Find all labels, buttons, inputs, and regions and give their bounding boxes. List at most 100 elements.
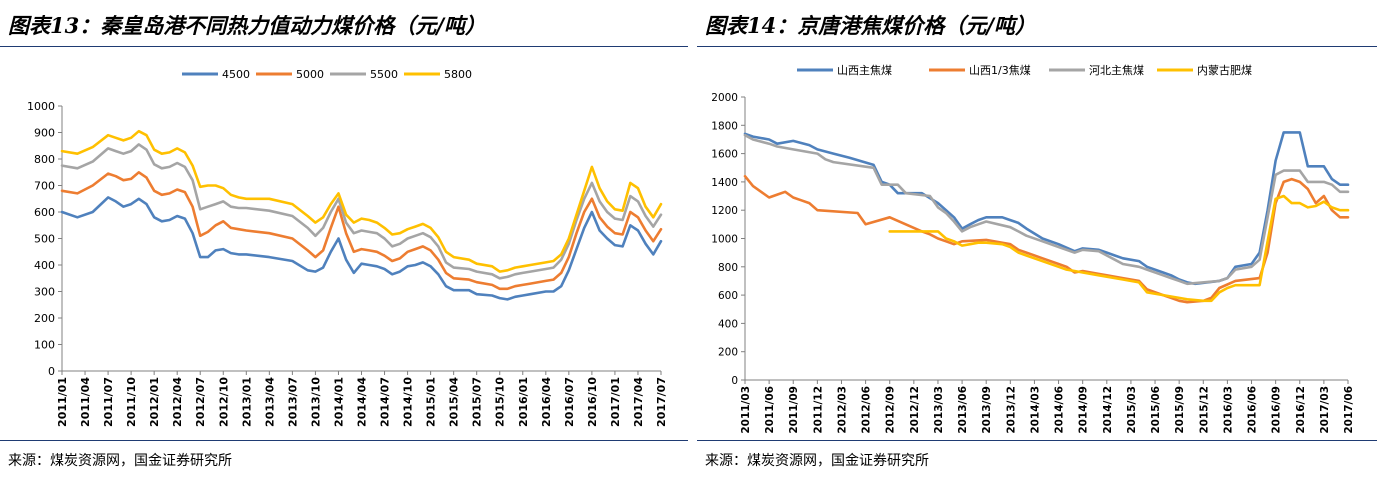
line-chart-coking-coal-prices: 0 200 400 600 800 1000 1200 1400 1600 1800 2000 201… (711, 63, 1355, 434)
left-chart-panel: 图表13：秦皇岛港不同热力值动力煤价格（元/吨） 0 100 200 300 400 50… (0, 0, 688, 479)
y-tick-label: 1400 (711, 177, 738, 189)
legend-label: 河北主焦煤 (1089, 64, 1144, 77)
series-line-1 (60, 196, 663, 301)
x-tick-label: 2016/01 (517, 377, 530, 427)
chart-title: 图表14：京唐港焦煤价格（元/吨） (705, 13, 1036, 38)
x-tick-label: 2016/12 (1295, 386, 1307, 434)
legend-label: 内蒙古肥煤 (1197, 63, 1252, 77)
y-tick-label: 600 (34, 206, 55, 219)
x-tick-label: 2012/12 (909, 386, 921, 434)
series-line-3 (60, 143, 663, 280)
x-tick-label: 2015/12 (1198, 386, 1210, 434)
series-line-3 (743, 133, 1350, 286)
y-tick-label: 200 (34, 312, 55, 325)
x-tick-label: 2015/10 (494, 377, 507, 427)
x-tick-label: 2012/04 (171, 377, 184, 427)
y-tick-label: 1000 (711, 234, 738, 246)
x-tick-label: 2014/09 (1078, 386, 1090, 434)
legend-label: 山西1/3焦煤 (969, 64, 1031, 77)
x-tick-label: 2013/10 (309, 377, 322, 427)
series-line-4 (888, 194, 1350, 303)
x-tick-label: 2016/10 (586, 377, 599, 427)
x-tick-label: 2011/10 (125, 377, 138, 427)
y-tick-label: 0 (48, 365, 55, 378)
x-tick-label: 2013/03 (933, 386, 945, 434)
x-tick-label: 2016/03 (1222, 386, 1234, 434)
y-tick-label: 1200 (711, 205, 738, 217)
x-tick-label: 2015/09 (1174, 386, 1186, 434)
x-tick-label: 2012/03 (836, 386, 848, 434)
x-tick-label: 2016/04 (540, 377, 553, 427)
chart-title: 图表13：秦皇岛港不同热力值动力煤价格（元/吨） (8, 13, 486, 38)
x-tick-label: 2011/07 (102, 377, 115, 427)
y-tick-label: 800 (718, 262, 738, 274)
y-tick-label: 800 (34, 153, 55, 166)
chart-source: 来源：煤炭资源网，国金证券研究所 (705, 453, 929, 469)
y-tick-label: 200 (718, 347, 738, 359)
x-tick-label: 2017/07 (655, 377, 668, 427)
x-tick-label: 2017/06 (1343, 386, 1355, 434)
x-tick-label: 2013/06 (957, 386, 969, 434)
x-tick-label: 2017/03 (1319, 386, 1331, 434)
y-tick-label: 1000 (27, 100, 55, 113)
x-tick-label: 2012/09 (885, 386, 897, 434)
title-divider (0, 46, 688, 47)
y-tick-label: 300 (34, 286, 55, 299)
y-tick-label: 600 (718, 290, 738, 302)
x-tick-label: 2014/03 (1029, 386, 1041, 434)
x-tick-label: 2014/12 (1102, 386, 1114, 434)
x-tick-label: 2011/09 (788, 386, 800, 434)
legend-label: 5500 (370, 68, 398, 81)
series-line-4 (60, 129, 663, 273)
y-tick-label: 400 (718, 318, 738, 330)
x-tick-label: 2012/06 (861, 386, 873, 434)
x-tick-label: 2013/01 (240, 377, 253, 427)
y-tick-label: 2000 (711, 92, 738, 104)
x-tick-label: 2012/10 (217, 377, 230, 427)
x-tick-label: 2017/04 (632, 377, 645, 427)
x-tick-label: 2013/09 (981, 386, 993, 434)
x-tick-label: 2012/01 (148, 377, 161, 427)
x-tick-label: 2017/01 (609, 377, 622, 427)
source-divider (697, 440, 1377, 441)
x-tick-label: 2011/06 (764, 386, 776, 434)
x-tick-label: 2015/04 (448, 377, 461, 427)
x-tick-label: 2016/07 (563, 377, 576, 427)
right-chart-panel: 图表14：京唐港焦煤价格（元/吨） 0 200 400 600 800 1000 1200 1… (697, 0, 1377, 479)
chart-source: 来源：煤炭资源网，国金证券研究所 (8, 453, 232, 469)
x-tick-label: 2015/06 (1150, 386, 1162, 434)
x-tick-label: 2011/01 (56, 377, 69, 427)
y-tick-label: 1600 (711, 149, 738, 161)
x-tick-label: 2014/10 (402, 377, 415, 427)
y-tick-label: 0 (731, 375, 738, 387)
x-tick-label: 2016/06 (1247, 386, 1259, 434)
line-chart-thermal-coal-prices: 0 100 200 300 400 500 600 700 800 900 1000 2011/01 2… (27, 68, 668, 427)
y-tick-label: 1800 (711, 120, 738, 132)
x-tick-label: 2014/01 (332, 377, 345, 427)
x-tick-label: 2011/03 (740, 386, 752, 434)
y-tick-label: 400 (34, 259, 55, 272)
x-tick-label: 2011/12 (812, 386, 824, 434)
x-tick-label: 2015/03 (1126, 386, 1138, 434)
title-divider (697, 46, 1377, 47)
x-tick-label: 2014/07 (379, 377, 392, 427)
x-tick-label: 2014/04 (356, 377, 369, 427)
legend-label: 山西主焦煤 (837, 64, 892, 77)
x-tick-label: 2013/04 (263, 377, 276, 427)
series-line-2 (743, 174, 1350, 304)
x-tick-label: 2013/07 (286, 377, 299, 427)
x-tick-label: 2016/09 (1271, 386, 1283, 434)
series-line-2 (60, 171, 663, 291)
legend-label: 5000 (296, 68, 324, 81)
x-tick-label: 2014/06 (1054, 386, 1066, 434)
x-tick-label: 2015/01 (425, 377, 438, 427)
x-tick-label: 2011/04 (79, 377, 92, 427)
y-tick-label: 700 (34, 180, 55, 193)
x-tick-label: 2012/07 (194, 377, 207, 427)
y-tick-label: 100 (34, 339, 55, 352)
x-tick-label: 2013/12 (1005, 386, 1017, 434)
source-divider (0, 440, 688, 441)
y-tick-label: 900 (34, 127, 55, 140)
legend-label: 5800 (444, 68, 472, 81)
y-tick-label: 500 (34, 233, 55, 246)
